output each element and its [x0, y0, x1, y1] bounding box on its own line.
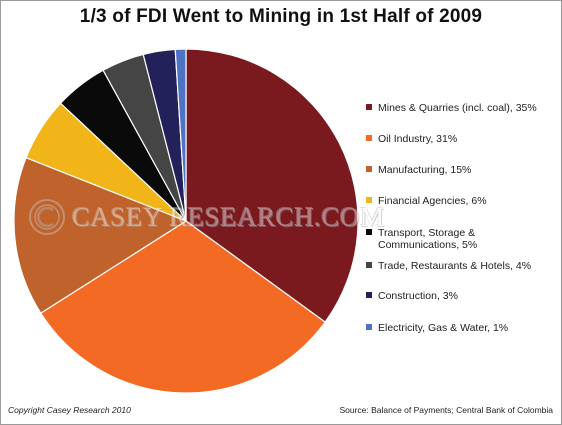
legend-swatch: [366, 197, 372, 203]
legend-swatch: [366, 292, 372, 298]
legend-label: Electricity, Gas & Water, 1%: [378, 322, 509, 334]
chart-title: 1/3 of FDI Went to Mining in 1st Half of…: [79, 6, 483, 27]
legend-label: Mines & Quarries (incl. coal), 35%: [378, 102, 537, 114]
legend-swatch: [366, 166, 372, 172]
source-note: Source: Balance of Payments; Central Ban…: [339, 405, 553, 415]
pie-slice-7: [174, 48, 187, 222]
casey-logo-icon: [29, 199, 65, 235]
copyright-note: Copyright Casey Research 2010: [8, 405, 131, 415]
pie-slice-0: [185, 48, 359, 323]
legend-swatch: [366, 324, 372, 330]
legend-swatch: [366, 229, 372, 235]
pie-slice-2: [13, 156, 188, 314]
legend-swatch: [366, 135, 372, 141]
legend-label: Manufacturing, 15%: [378, 164, 472, 176]
watermark: CASEY RESEARCH.COM: [28, 198, 385, 236]
watermark-text: CASEY RESEARCH.COM: [72, 201, 385, 232]
legend-swatch: [366, 262, 372, 268]
legend-label: Transport, Storage & Communications, 5%: [378, 227, 478, 251]
pie-slice-1: [39, 220, 326, 394]
legend-label: Financial Agencies, 6%: [378, 195, 487, 207]
legend-swatch: [366, 104, 372, 110]
legend-label: Construction, 3%: [378, 290, 458, 302]
legend-label: Oil Industry, 31%: [378, 133, 458, 145]
legend-label: Trade, Restaurants & Hotels, 4%: [378, 260, 532, 272]
